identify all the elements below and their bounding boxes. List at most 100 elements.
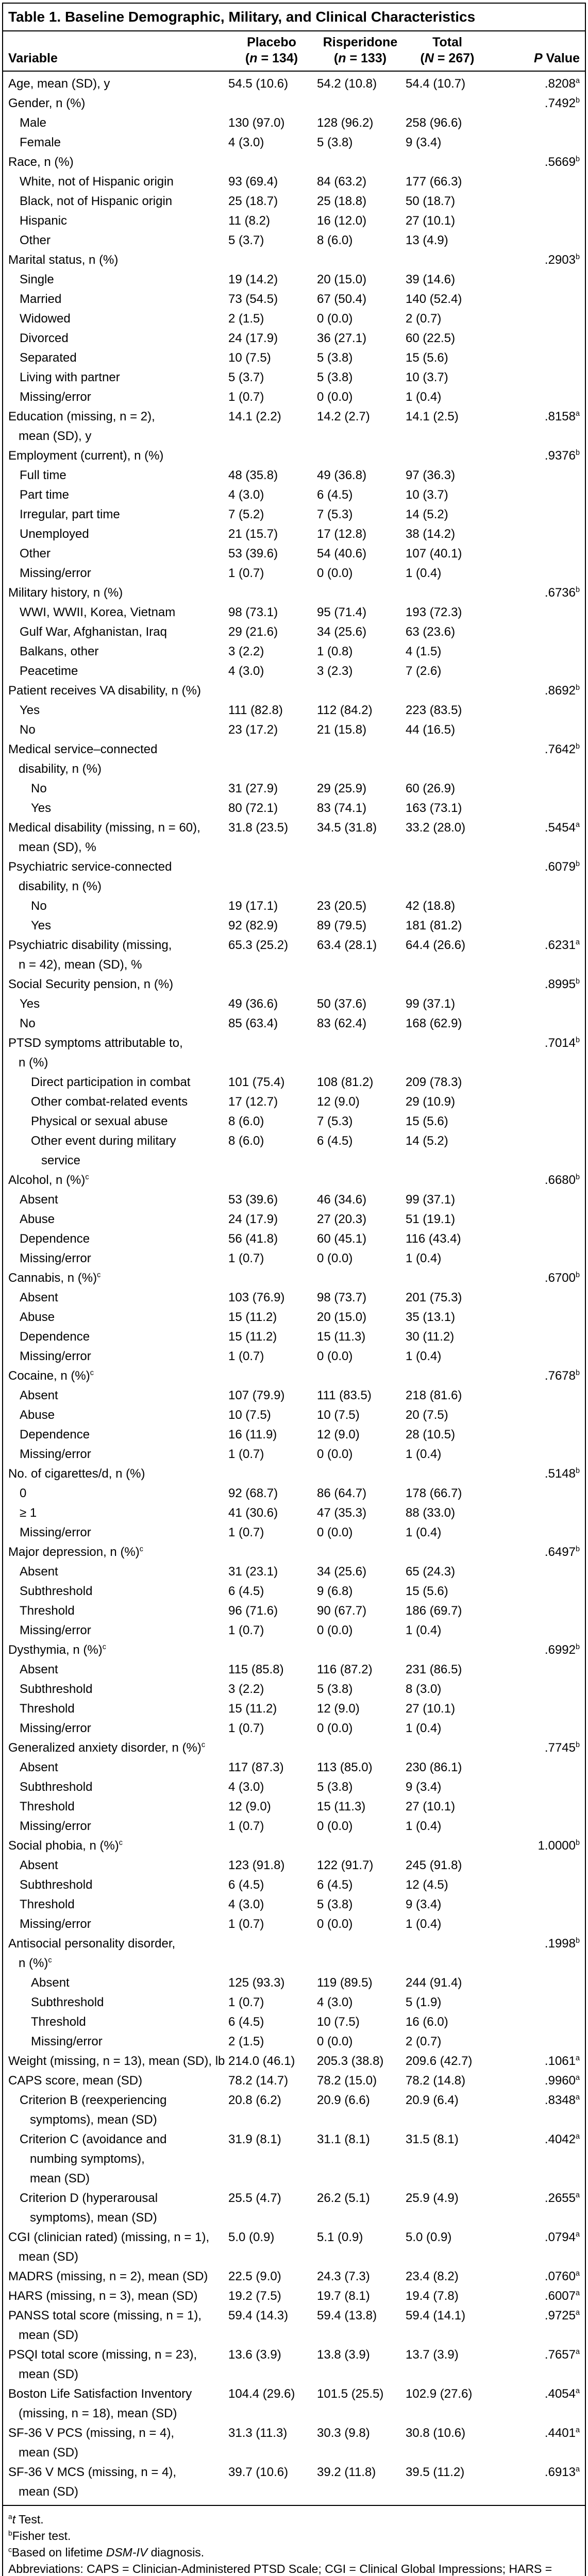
row-label: Cannabis, n (%)c (8, 1271, 101, 1285)
table-row: Cocaine, n (%)c .7678b (3, 1366, 585, 1386)
cell-value: 65 (24.3) (406, 1565, 456, 1579)
row-label: Major depression, n (%)c (8, 1545, 143, 1559)
row-label: Abuse (20, 1408, 55, 1422)
cell-value: 5 (3.7) (228, 370, 264, 384)
p-value-cell (490, 329, 585, 348)
cell-value: 49 (36.6) (228, 997, 278, 1011)
cell-value: 214.0 (46.1) (228, 2054, 295, 2068)
row-label: Widowed (20, 312, 71, 326)
cell-value: 9 (3.4) (406, 1897, 442, 1911)
row-label: Single (20, 273, 54, 286)
cell-value: 8 (6.0) (228, 1114, 264, 1128)
cell-value (405, 446, 490, 466)
cell-value: 10 (3.7) (406, 370, 448, 384)
p-value-cell (490, 348, 585, 368)
cell-value (316, 740, 405, 779)
header-line-2: (n = 134) (245, 51, 298, 65)
table-row: Medical service–connected disability, n … (3, 740, 585, 779)
cell-value: 5 (3.8) (317, 1897, 353, 1911)
cell-value: 101 (75.4) (228, 1075, 285, 1089)
row-label: Other (20, 547, 51, 561)
cell-value: 1 (0.4) (406, 1251, 442, 1265)
cell-value (405, 681, 490, 701)
p-value-cell: .6992b (544, 1643, 580, 1657)
row-label: Other (20, 233, 51, 247)
cell-value: 6 (4.5) (317, 1878, 353, 1892)
table-row: Married 73 (54.5) 67 (50.4) 140 (52.4) (3, 290, 585, 309)
row-label: Threshold (20, 1800, 75, 1814)
cell-value: 209.6 (42.7) (406, 2054, 473, 2068)
cell-value: 0 (0.0) (317, 1623, 353, 1637)
row-label: Divorced (20, 331, 69, 345)
table-row: Weight (missing, n = 13), mean (SD), lb 2… (3, 2052, 585, 2071)
p-value-cell (490, 1327, 585, 1347)
cell-value (227, 152, 316, 172)
row-label: Female (20, 135, 61, 149)
cell-value (316, 1366, 405, 1386)
cell-value: 4 (3.0) (228, 1780, 264, 1794)
cell-value: 27 (10.1) (406, 1800, 456, 1814)
cell-value: 11 (8.2) (228, 214, 270, 228)
table-row: Antisocial personality disorder, n (%)c.… (3, 1934, 585, 1973)
cell-value: 12 (9.0) (317, 1702, 360, 1716)
cell-value: 4 (3.0) (228, 1897, 264, 1911)
cell-value: 31 (27.9) (228, 782, 278, 795)
cell-value: 38 (14.2) (406, 527, 456, 541)
p-value-cell: .6680b (544, 1173, 580, 1187)
p-value-cell (490, 1777, 585, 1797)
cell-value (316, 152, 405, 172)
cell-value: 140 (52.4) (406, 292, 462, 306)
table-row: Peacetime 4 (3.0) 3 (2.3) 7 (2.6) (3, 662, 585, 681)
row-label: WWI, WWII, Korea, Vietnam (20, 605, 176, 619)
p-value-cell: .8692b (544, 684, 580, 698)
table-row: Cannabis, n (%)c .6700b (3, 1268, 585, 1288)
table-row: Patient receives VA disability, n (%) .86… (3, 681, 585, 701)
row-label: Married (20, 292, 62, 306)
table-row: Male 130 (97.0) 128 (96.2) 258 (96.6) (3, 113, 585, 133)
p-value-cell (490, 133, 585, 152)
cell-value: 0 (0.0) (317, 1447, 353, 1461)
cell-value: 98 (73.1) (228, 605, 278, 619)
cell-value: 16 (6.0) (406, 2015, 448, 2029)
cell-value: 0 (0.0) (317, 1349, 353, 1363)
p-value-cell: .7492b (544, 96, 580, 110)
table-row: Yes 111 (82.8) 112 (84.2) 223 (83.5) (3, 701, 585, 720)
row-label: Absent (20, 1858, 58, 1872)
cell-value: 1 (0.4) (406, 1526, 442, 1539)
cell-value: 231 (86.5) (406, 1663, 462, 1676)
p-value-cell (490, 2032, 585, 2052)
table-row: Missing/error 2 (1.5) 0 (0.0) 2 (0.7) (3, 2032, 585, 2052)
p-value-cell (490, 270, 585, 290)
table-row: Unemployed 21 (15.7) 17 (12.8) 38 (14.2) (3, 524, 585, 544)
table-row: Military history, n (%) .6736b (3, 583, 585, 603)
row-label: 0 (20, 1486, 27, 1500)
cell-value: 15 (11.2) (228, 1702, 277, 1716)
row-label: Hispanic (20, 214, 68, 228)
cell-value: 23 (20.5) (317, 899, 367, 913)
row-label: Missing/error (20, 1251, 91, 1265)
cell-value: 1 (0.7) (228, 1349, 264, 1363)
p-value-cell: .8995b (544, 977, 580, 991)
cell-value: 29 (25.9) (317, 782, 367, 795)
row-label: Military history, n (%) (8, 586, 123, 600)
cell-value: 54.2 (10.8) (317, 77, 377, 91)
p-value-cell (490, 720, 585, 740)
table-row: Subthreshold 6 (4.5) 6 (4.5) 12 (4.5) (3, 1875, 585, 1895)
cell-value: 30.8 (10.6) (406, 2426, 466, 2440)
cell-value: 5 (3.8) (317, 1780, 353, 1794)
p-value-cell (490, 113, 585, 133)
cell-value: 39.7 (10.6) (228, 2465, 289, 2479)
table-row: Employment (current), n (%) .9376b (3, 446, 585, 466)
table-row: Absent 115 (85.8) 116 (87.2) 231 (86.5) (3, 1660, 585, 1680)
cell-value: 168 (62.9) (406, 1016, 462, 1030)
p-value-cell (490, 505, 585, 524)
p-value-cell (490, 1856, 585, 1875)
p-value-cell: .4401a (544, 2426, 580, 2440)
cell-value (227, 740, 316, 779)
table-row: Part time 4 (3.0) 6 (4.5) 10 (3.7) (3, 485, 585, 505)
cell-value: 7 (2.6) (406, 664, 442, 678)
p-value-cell (490, 1092, 585, 1112)
cell-value: 13.8 (3.9) (317, 2348, 370, 2362)
table-row: No 23 (17.2) 21 (15.8) 44 (16.5) (3, 720, 585, 740)
row-label: Dependence (20, 1428, 90, 1442)
